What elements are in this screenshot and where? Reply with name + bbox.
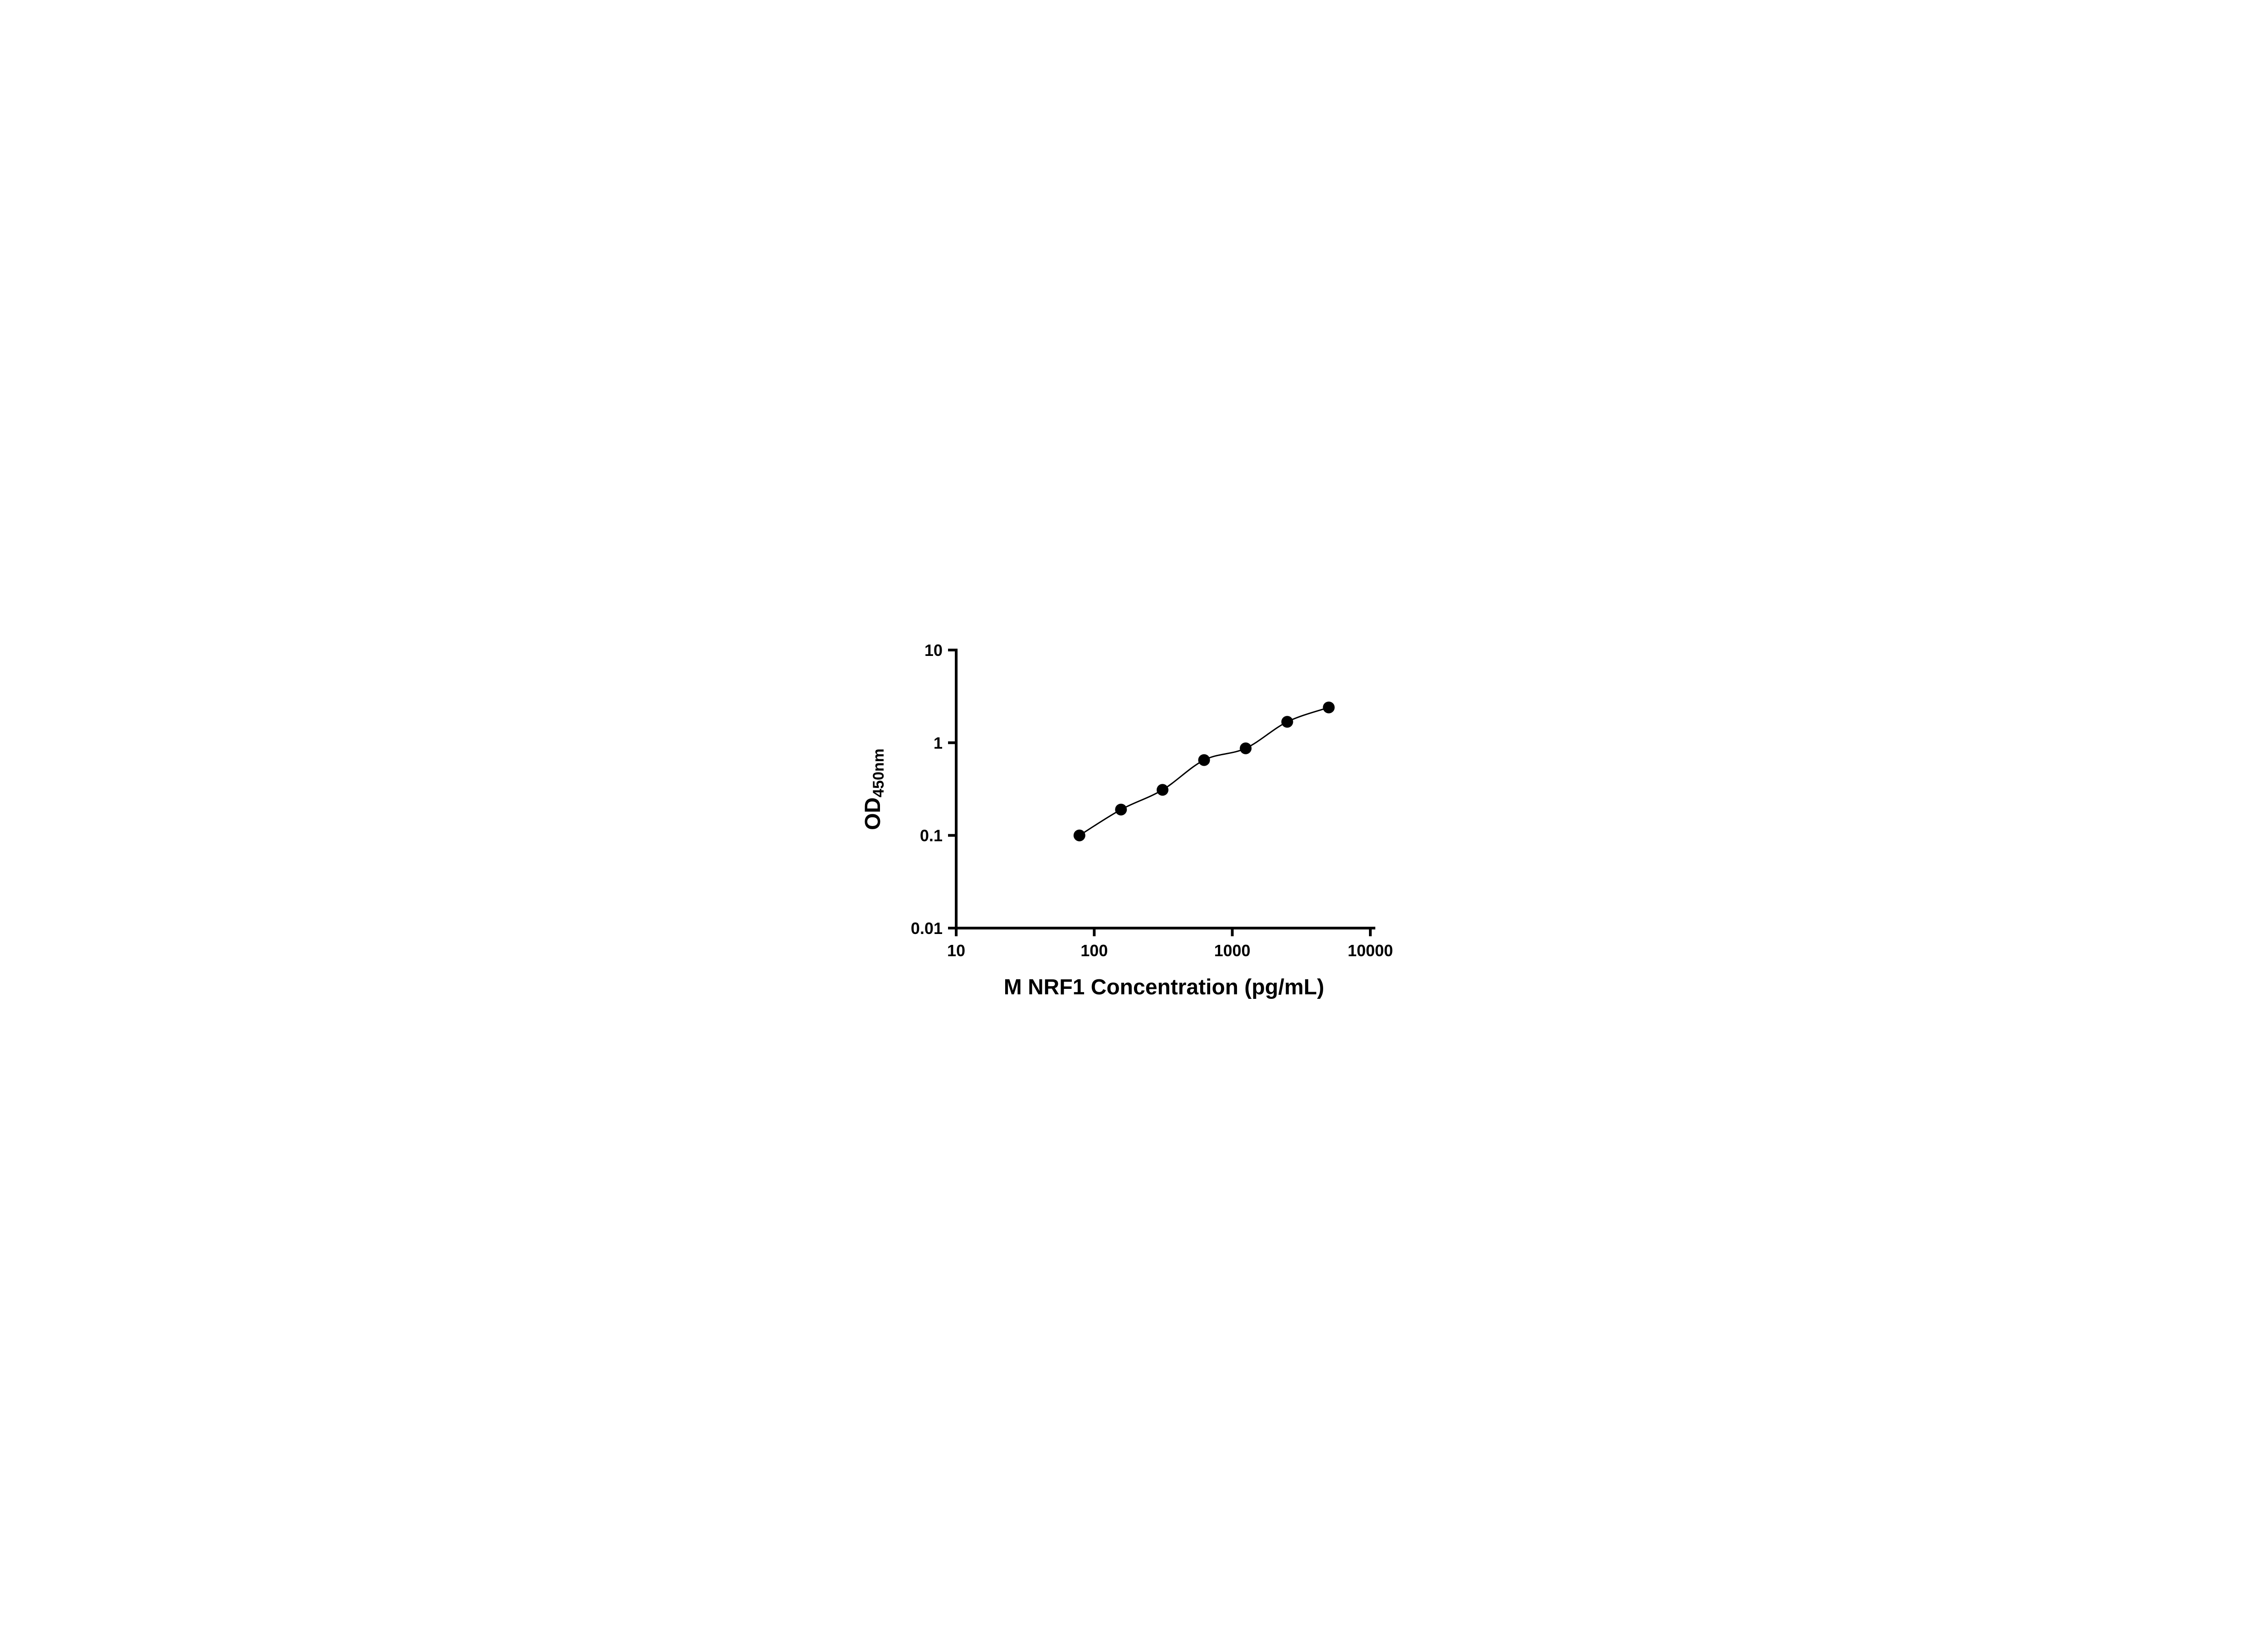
y-axis-title: OD450nm xyxy=(861,748,887,830)
x-tick-label: 10000 xyxy=(1347,941,1393,960)
y-tick-label: 0.1 xyxy=(919,826,942,845)
x-axis-ticks: 10 100 1000 10000 xyxy=(947,928,1393,960)
x-axis-title: M NRF1 Concentration (pg/mL) xyxy=(1003,975,1324,999)
axes xyxy=(954,649,1375,929)
y-tick-label: 0.01 xyxy=(910,919,942,938)
x-tick-label: 1000 xyxy=(1214,941,1250,960)
y-axis-ticks: 0.01 0.1 1 10 xyxy=(910,641,956,938)
y-axis-title-main: OD xyxy=(861,797,885,830)
data-point xyxy=(1281,716,1293,728)
chart-container: 10 100 1000 10000 0.01 0.1 1 10 M NRF1 Concent… xyxy=(842,612,1426,1021)
y-tick-label: 10 xyxy=(924,641,942,660)
y-axis-title-sub: 450nm xyxy=(870,748,887,797)
data-point xyxy=(1073,829,1085,841)
data-point xyxy=(1322,701,1334,714)
data-point xyxy=(1156,784,1168,796)
x-tick-label: 100 xyxy=(1080,941,1108,960)
y-tick-label: 1 xyxy=(933,733,942,752)
standard-curve-chart: 10 100 1000 10000 0.01 0.1 1 10 M NRF1 Concent… xyxy=(842,612,1426,1021)
data-point xyxy=(1114,803,1127,816)
x-tick-label: 10 xyxy=(947,941,965,960)
fit-curve xyxy=(1079,707,1329,836)
data-point xyxy=(1239,742,1251,754)
data-points xyxy=(1073,701,1334,841)
data-point xyxy=(1198,754,1210,766)
